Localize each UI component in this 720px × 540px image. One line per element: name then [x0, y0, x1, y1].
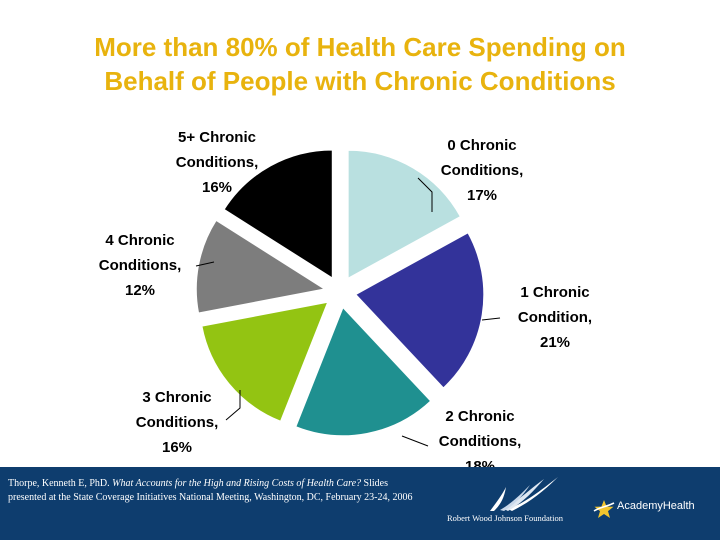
citation: Thorpe, Kenneth E, PhD. What Accounts fo… [8, 477, 418, 505]
slice-label-line: 4 Chronic [105, 232, 175, 249]
leader-line-c3 [225, 390, 241, 421]
slice-label-line: Conditions, [438, 433, 522, 450]
slice-label-3-chronic: 3 Chronic Conditions, 16% [122, 385, 232, 460]
slice-label-line: Condition, [517, 309, 593, 326]
chart-title: More than 80% of Health Care Spending on… [0, 30, 720, 98]
footer-bar: Thorpe, Kenneth E, PhD. What Accounts fo… [0, 467, 720, 540]
pie-slice-c1 [354, 232, 485, 389]
academyhealth-star-icon [593, 500, 615, 518]
slice-label-line: Conditions, [98, 257, 182, 274]
leader-line-c0 [417, 177, 433, 212]
leader-line-c1 [481, 317, 501, 321]
citation-title: What Accounts for the High and Rising Co… [112, 478, 362, 489]
pie-slice-c0 [347, 149, 461, 280]
leader-line-c4 [195, 261, 215, 267]
pie-slice-c5 [223, 149, 333, 279]
slice-label-line: Conditions, [135, 414, 219, 431]
leader-line-c2 [401, 435, 429, 447]
slice-label-value: 12% [124, 282, 156, 299]
chart-title-line-2: Behalf of People with Chronic Conditions [104, 66, 616, 96]
pie-slice-c3 [201, 301, 329, 422]
slice-label-value: 16% [161, 439, 193, 456]
academyhealth-name: AcademyHealth [617, 500, 695, 512]
slice-label-4-chronic: 4 Chronic Conditions, 12% [84, 228, 196, 303]
rwjf-wing-icon [490, 477, 558, 511]
slice-label-1-chronic: 1 Chronic Condition, 21% [502, 280, 608, 355]
slice-label-5plus-chronic: 5+ Chronic Conditions, 16% [160, 125, 274, 200]
leader-line-c5 [256, 167, 295, 177]
academyhealth-logo: AcademyHealth [592, 499, 716, 519]
slice-label-line: 5+ Chronic [178, 129, 256, 146]
rwjf-name: Robert Wood Johnson Foundation [446, 513, 564, 523]
slice-label-line: 1 Chronic [520, 284, 590, 301]
slice-label-value: 16% [201, 179, 233, 196]
slice-label-line: Conditions, [440, 162, 524, 179]
slice-label-value: 21% [539, 334, 571, 351]
citation-venue: Slides presented at the State Coverage I… [8, 478, 413, 503]
chart-title-line-1: More than 80% of Health Care Spending on [94, 32, 626, 62]
slice-label-0-chronic: 0 Chronic Conditions, 17% [422, 133, 542, 208]
citation-author: Thorpe, Kenneth E, PhD. [8, 478, 113, 489]
slice-label-line: 3 Chronic [142, 389, 212, 406]
pie-slice-c2 [295, 306, 432, 437]
rwjf-logo: Robert Wood Johnson Foundation [430, 473, 580, 533]
slice-label-line: 0 Chronic [447, 137, 517, 154]
slice-label-line: Conditions, [175, 154, 259, 171]
leader-lines [195, 167, 501, 447]
slice-label-value: 17% [466, 187, 498, 204]
slice-label-line: 2 Chronic [445, 408, 515, 425]
pie-slices [195, 149, 485, 437]
